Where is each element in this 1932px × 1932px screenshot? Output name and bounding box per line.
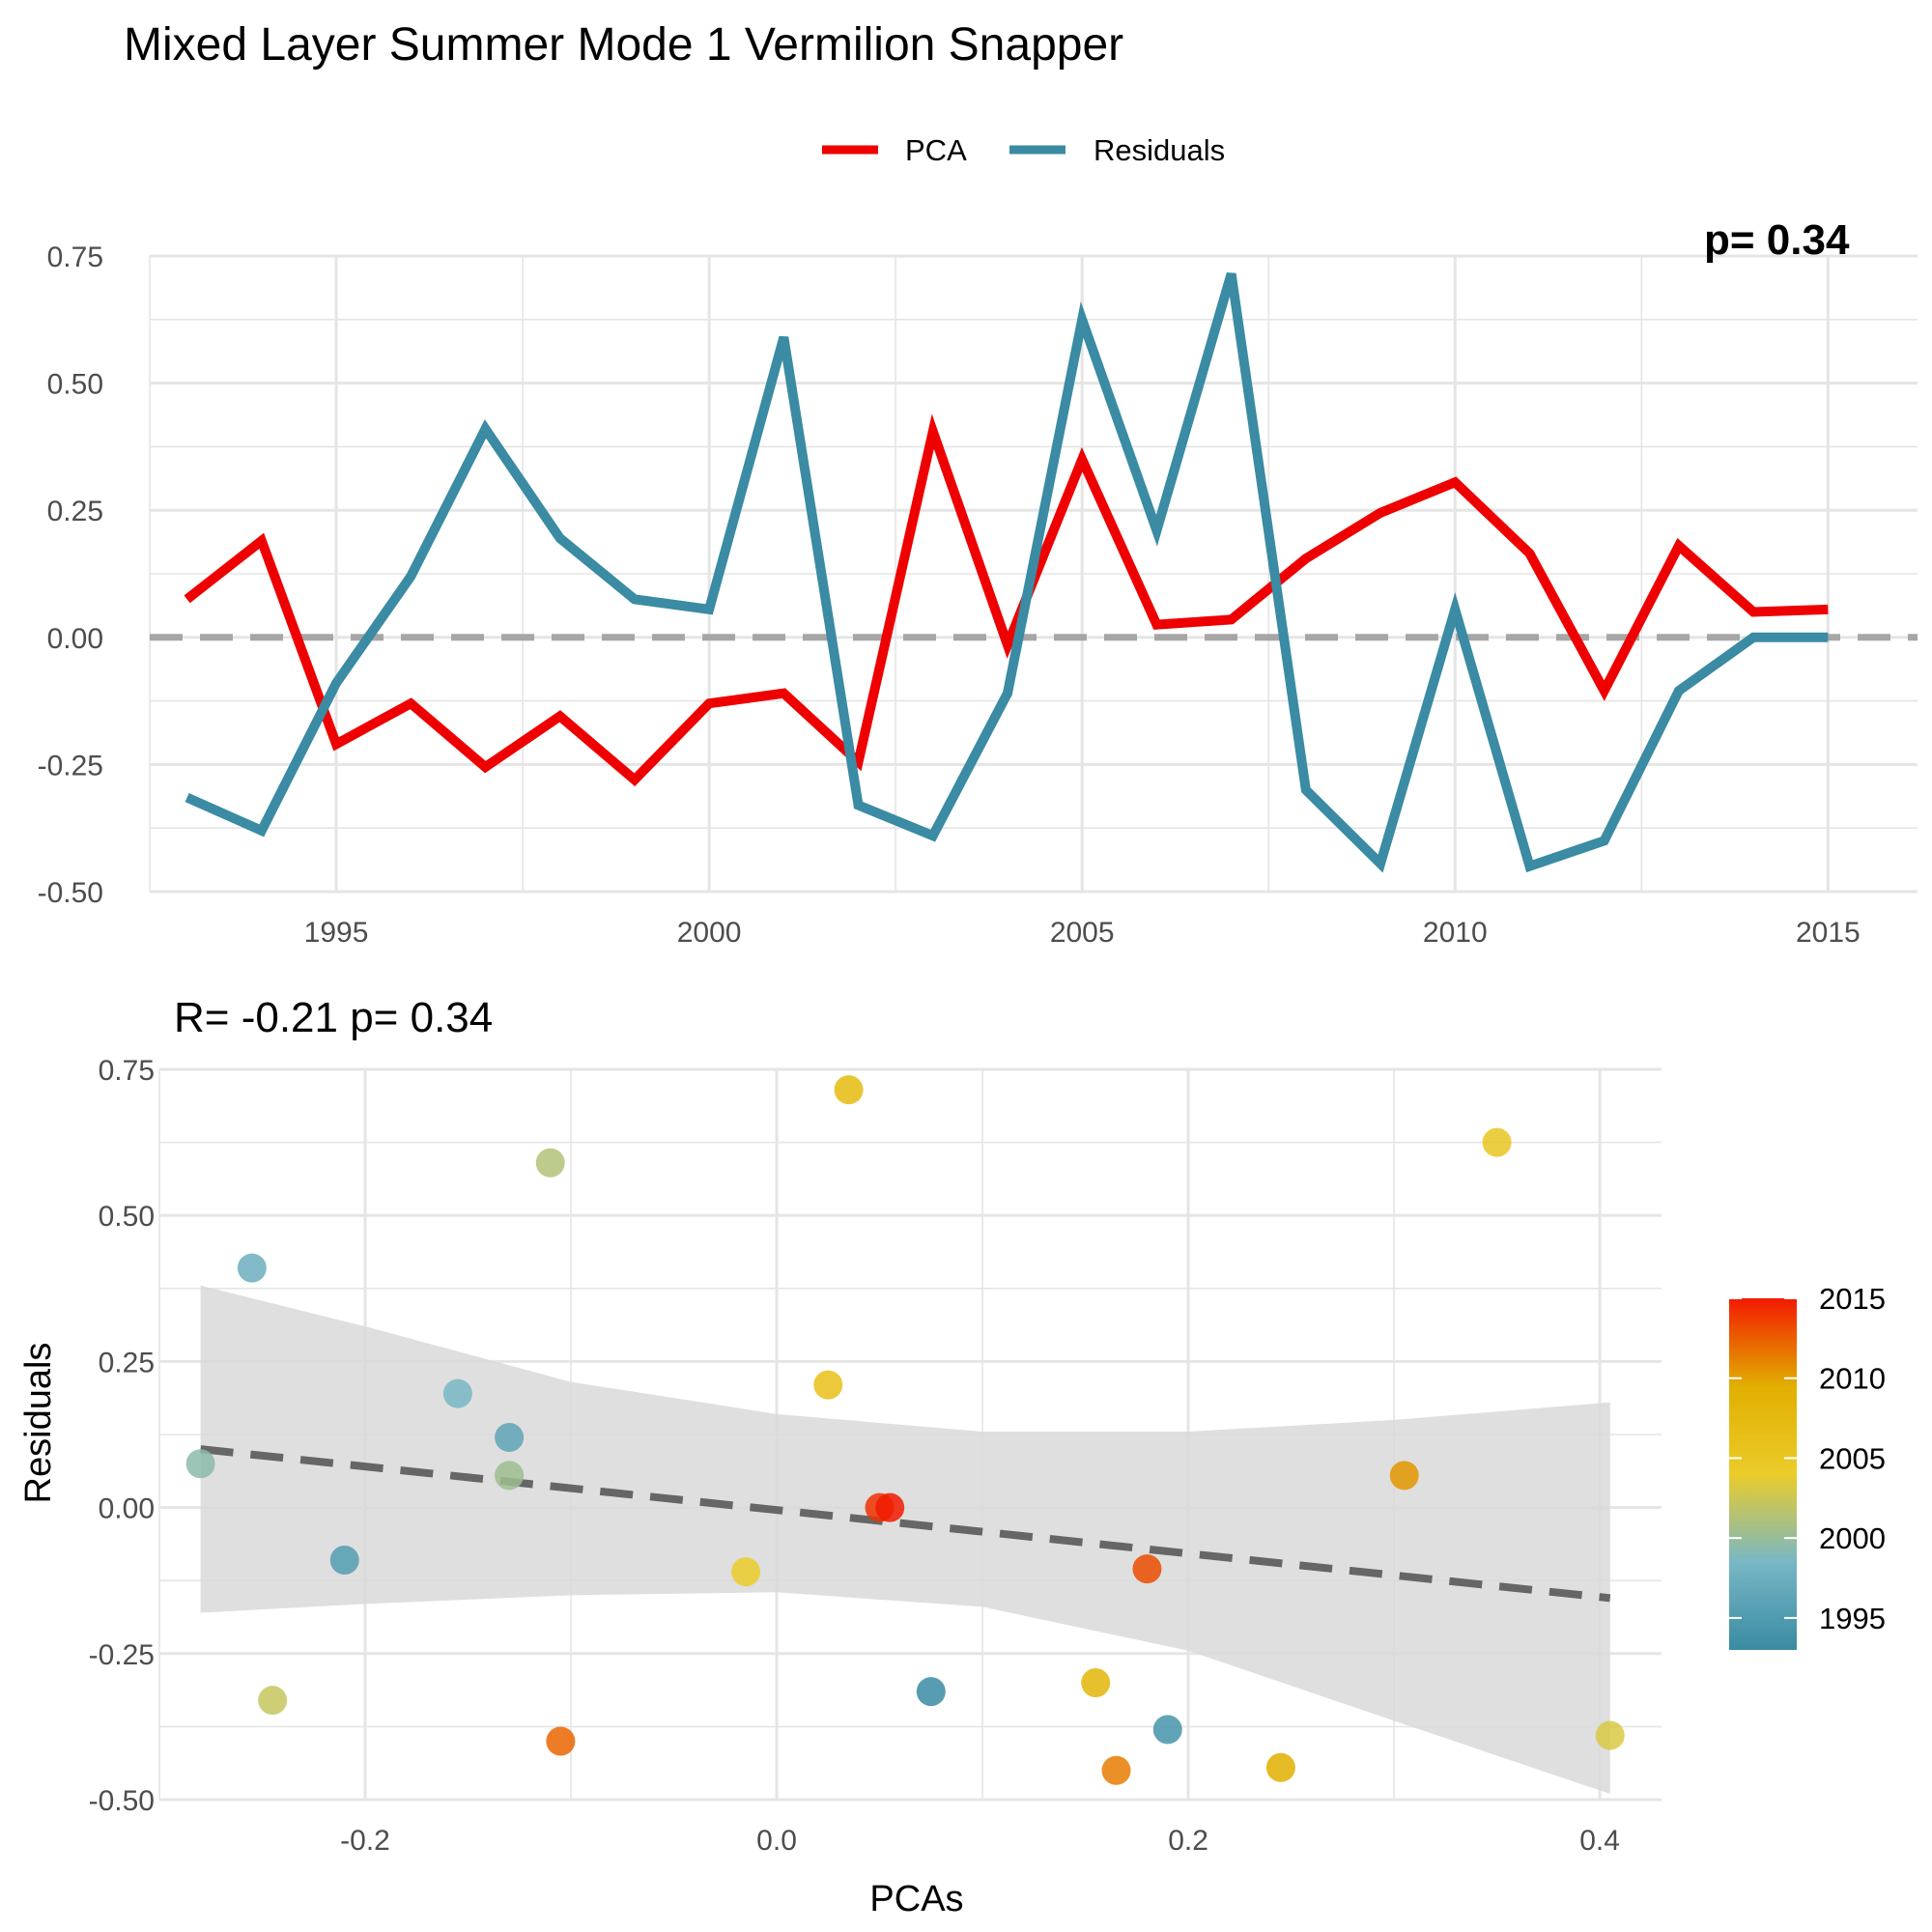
- y-tick-label: 0.50: [99, 1201, 155, 1233]
- scatter-point: [834, 1075, 864, 1105]
- scatter-point: [258, 1686, 288, 1716]
- x-tick-label: 2000: [677, 917, 742, 949]
- line-chart: 1995 2000 2005 2010 2015 0.75 0.50 0.25 0.00 -0.…: [38, 216, 1918, 949]
- confidence-band: [200, 1285, 1610, 1794]
- series-line-pca: [184, 413, 1829, 787]
- x-tick-label: 0.4: [1579, 1825, 1620, 1857]
- scatter-point: [813, 1370, 843, 1400]
- colorbar: 2015 2010 2005 2000 1995: [1729, 1282, 1886, 1650]
- line-chart-series: [184, 272, 1829, 873]
- y-tick-label: -0.50: [38, 877, 103, 909]
- y-tick-label: 0.50: [47, 369, 103, 401]
- scatter-point: [1265, 1752, 1295, 1782]
- scatter-point: [731, 1557, 761, 1587]
- y-tick-label: 0.25: [47, 496, 103, 527]
- scatter-point: [546, 1726, 576, 1756]
- line-chart-legend: PCA Residuals: [822, 133, 1225, 167]
- y-tick-label: 0.00: [99, 1493, 155, 1525]
- scatter-chart-regression: [200, 1445, 1611, 1603]
- scatter-point: [875, 1492, 905, 1522]
- line-chart-y-axis: 0.75 0.50 0.25 0.00 -0.25 -0.50: [38, 242, 103, 909]
- colorbar-tick-label: 1995: [1819, 1602, 1886, 1635]
- scatter-point: [495, 1461, 525, 1491]
- legend-label-pca: PCA: [905, 133, 967, 167]
- scatter-point: [1482, 1127, 1512, 1157]
- scatter-point: [1132, 1554, 1162, 1584]
- figure-title: Mixed Layer Summer Mode 1 Vermilion Snap…: [124, 19, 1123, 71]
- scatter-point: [1101, 1755, 1131, 1785]
- colorbar-gradient: [1729, 1298, 1797, 1650]
- y-tick-label: -0.50: [89, 1785, 155, 1817]
- colorbar-tick-label: 2000: [1819, 1521, 1886, 1555]
- x-tick-label: 2015: [1796, 917, 1861, 949]
- x-tick-label: -0.2: [340, 1825, 390, 1857]
- y-tick-label: 0.75: [99, 1055, 155, 1087]
- scatter-chart-title: R= -0.21 p= 0.34: [174, 994, 493, 1041]
- colorbar-tick-label: 2010: [1819, 1362, 1886, 1396]
- y-tick-label: -0.25: [89, 1639, 155, 1671]
- scatter-chart-x-axis: -0.2 0.0 0.2 0.4: [340, 1825, 1620, 1857]
- scatter-point: [1595, 1720, 1625, 1750]
- scatter-point: [535, 1148, 565, 1178]
- scatter-point: [1152, 1715, 1182, 1745]
- x-tick-label: 2005: [1050, 917, 1115, 949]
- scatter-point: [329, 1546, 359, 1576]
- scatter-point: [185, 1449, 215, 1479]
- line-chart-x-axis: 1995 2000 2005 2010 2015: [304, 917, 1861, 949]
- colorbar-tick-label: 2005: [1819, 1441, 1886, 1475]
- scatter-point: [1081, 1668, 1111, 1698]
- scatter-point: [916, 1677, 946, 1707]
- legend-label-residuals: Residuals: [1094, 133, 1225, 167]
- regression-line: [200, 1445, 1611, 1603]
- colorbar-tick-label: 2015: [1819, 1282, 1886, 1316]
- scatter-chart-y-axis-title: Residuals: [18, 1343, 59, 1504]
- colorbar-ticks: 2015 2010 2005 2000 1995: [1729, 1282, 1886, 1635]
- scatter-point: [1389, 1461, 1419, 1491]
- y-tick-label: 0.75: [47, 242, 103, 273]
- x-tick-label: 0.0: [756, 1825, 797, 1857]
- series-line-residuals: [185, 272, 1829, 873]
- scatter-point: [237, 1253, 267, 1283]
- scatter-point: [442, 1378, 472, 1408]
- scatter-chart-y-axis: 0.75 0.50 0.25 0.00 -0.25 -0.50: [89, 1055, 155, 1817]
- scatter-chart: -0.2 0.0 0.2 0.4 0.75 0.50 0.25 0.00 -0.25 -0.50…: [18, 1055, 1662, 1919]
- y-tick-label: -0.25: [38, 750, 103, 781]
- scatter-chart-x-axis-title: PCAs: [869, 1879, 963, 1919]
- scatter-chart-points: [185, 1075, 1625, 1785]
- line-chart-corner-text: p= 0.34: [1704, 216, 1850, 264]
- x-tick-label: 0.2: [1168, 1825, 1208, 1857]
- x-tick-label: 2010: [1423, 917, 1488, 949]
- y-tick-label: 0.25: [99, 1347, 155, 1378]
- x-tick-label: 1995: [304, 917, 369, 949]
- scatter-point: [495, 1423, 525, 1453]
- scatter-chart-confidence-band: [200, 1285, 1610, 1794]
- y-tick-label: 0.00: [47, 623, 103, 655]
- line-chart-corner-clip: p= 0.34: [1704, 216, 1850, 264]
